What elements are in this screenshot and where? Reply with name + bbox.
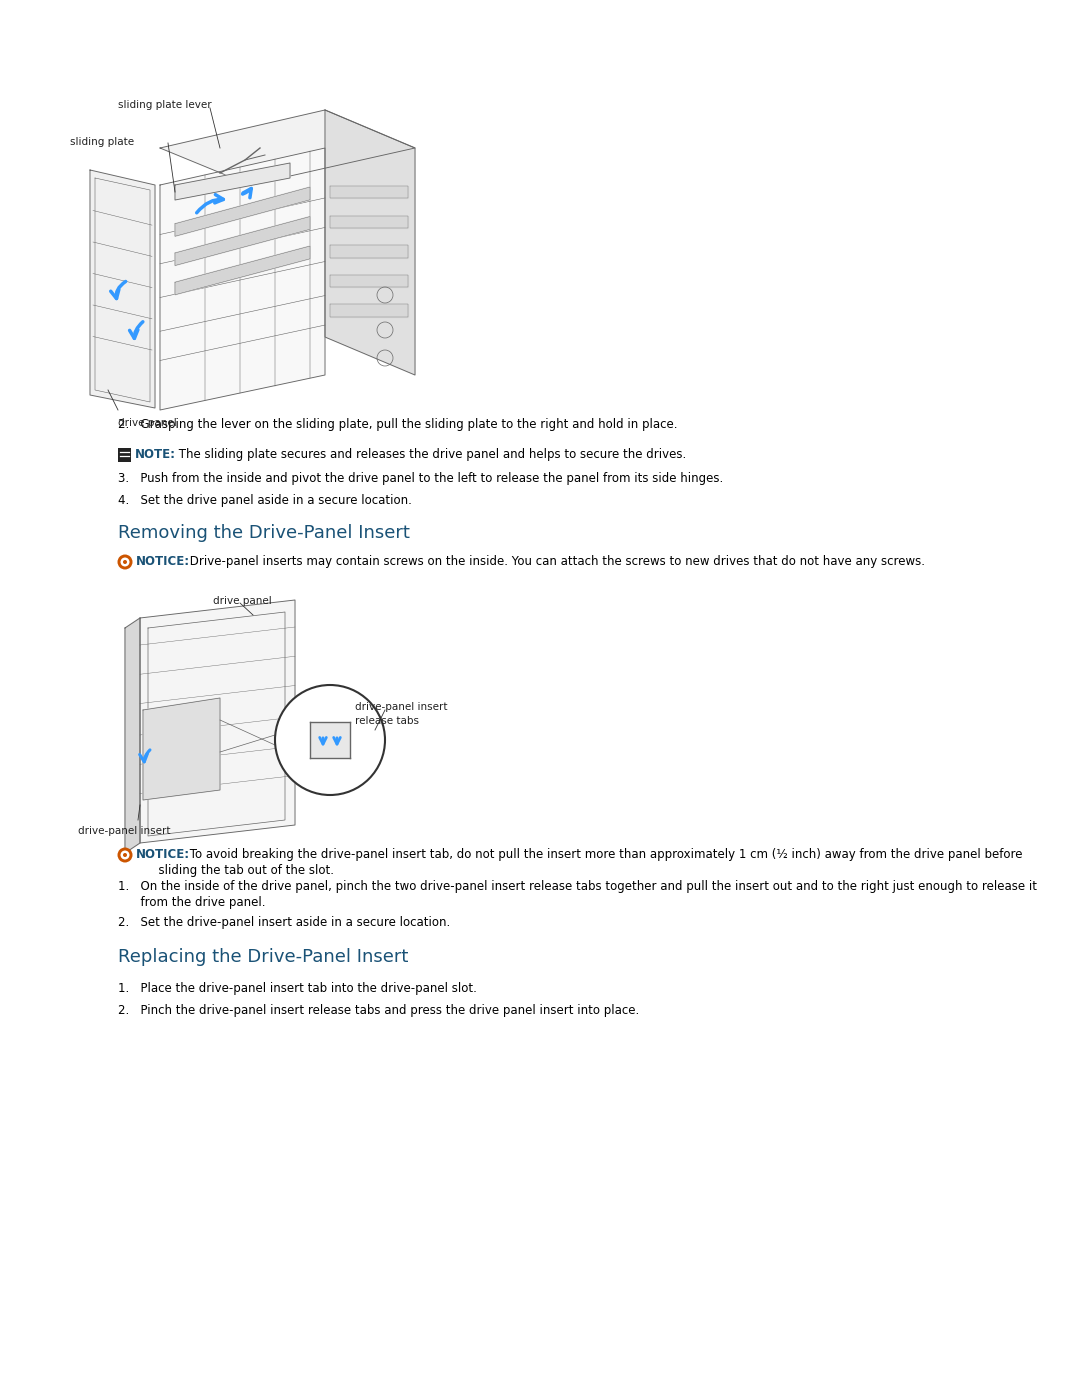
Polygon shape (160, 110, 415, 184)
Text: drive panel: drive panel (213, 597, 272, 606)
Polygon shape (330, 305, 408, 317)
Text: NOTICE:: NOTICE: (136, 555, 190, 569)
Text: 1.   Place the drive-panel insert tab into the drive-panel slot.: 1. Place the drive-panel insert tab into… (118, 982, 477, 995)
Bar (310, 722, 350, 759)
Circle shape (121, 851, 130, 859)
Bar (118, 448, 131, 462)
Text: sliding plate lever: sliding plate lever (118, 101, 212, 110)
Text: sliding plate: sliding plate (70, 137, 134, 147)
Polygon shape (330, 244, 408, 257)
Text: 3.   Push from the inside and pivot the drive panel to the left to release the p: 3. Push from the inside and pivot the dr… (118, 472, 724, 485)
Text: sliding the tab out of the slot.: sliding the tab out of the slot. (136, 863, 334, 877)
Circle shape (123, 854, 127, 856)
Text: 1.   On the inside of the drive panel, pinch the two drive-panel insert release : 1. On the inside of the drive panel, pin… (118, 880, 1037, 893)
Circle shape (275, 685, 384, 795)
Polygon shape (125, 617, 140, 854)
Polygon shape (160, 148, 325, 409)
Polygon shape (143, 698, 220, 800)
Polygon shape (175, 187, 310, 236)
Text: NOTICE:: NOTICE: (136, 848, 190, 861)
Polygon shape (325, 110, 415, 374)
Text: 4.   Set the drive panel aside in a secure location.: 4. Set the drive panel aside in a secure… (118, 495, 411, 507)
Text: The sliding plate secures and releases the drive panel and helps to secure the d: The sliding plate secures and releases t… (175, 448, 686, 461)
Circle shape (118, 848, 133, 862)
Polygon shape (330, 186, 408, 198)
Circle shape (123, 560, 127, 564)
Text: NOTE:: NOTE: (135, 448, 176, 461)
Polygon shape (90, 170, 156, 408)
Text: 2.   Set the drive-panel insert aside in a secure location.: 2. Set the drive-panel insert aside in a… (118, 916, 450, 929)
Text: Removing the Drive-Panel Insert: Removing the Drive-Panel Insert (118, 524, 410, 542)
Text: drive panel: drive panel (118, 418, 177, 427)
Polygon shape (330, 275, 408, 286)
Text: Replacing the Drive-Panel Insert: Replacing the Drive-Panel Insert (118, 949, 408, 965)
Polygon shape (175, 246, 310, 295)
Polygon shape (140, 599, 295, 842)
Text: Drive-panel inserts may contain screws on the inside. You can attach the screws : Drive-panel inserts may contain screws o… (186, 555, 924, 569)
Text: release tabs: release tabs (355, 717, 419, 726)
Text: drive-panel insert: drive-panel insert (78, 826, 171, 835)
Polygon shape (330, 215, 408, 228)
Circle shape (118, 555, 133, 570)
Circle shape (121, 557, 130, 567)
Text: 2.   Pinch the drive-panel insert release tabs and press the drive panel insert : 2. Pinch the drive-panel insert release … (118, 1004, 639, 1017)
Polygon shape (175, 163, 291, 200)
Text: To avoid breaking the drive-panel insert tab, do not pull the insert more than a: To avoid breaking the drive-panel insert… (186, 848, 1023, 861)
Text: 2.   Grasping the lever on the sliding plate, pull the sliding plate to the righ: 2. Grasping the lever on the sliding pla… (118, 418, 677, 432)
Text: from the drive panel.: from the drive panel. (118, 895, 266, 909)
Polygon shape (175, 217, 310, 265)
Text: drive-panel insert: drive-panel insert (355, 703, 447, 712)
